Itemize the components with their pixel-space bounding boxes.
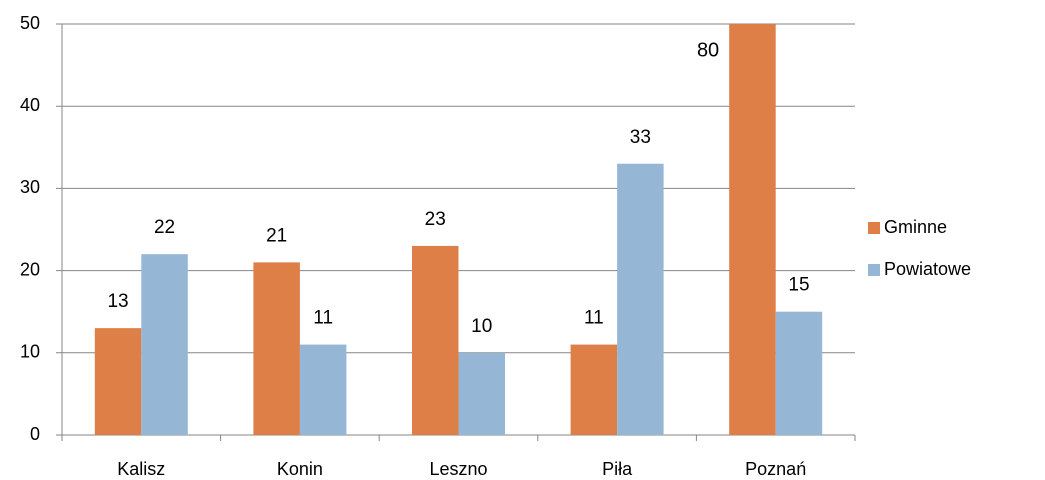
data-label: 33 (630, 127, 651, 148)
data-label: 10 (471, 316, 492, 337)
data-label: 11 (584, 308, 604, 329)
legend-swatch (868, 264, 880, 276)
bar (775, 311, 823, 435)
data-label: 21 (266, 225, 287, 246)
data-label: 80 (697, 39, 719, 61)
bar (458, 352, 505, 435)
bar (253, 262, 300, 435)
data-label: 23 (425, 209, 446, 230)
data-label: 22 (154, 217, 175, 238)
data-label: 15 (788, 275, 809, 296)
x-tick-label: Leszno (429, 459, 487, 479)
bar (617, 163, 664, 436)
x-tick-label: Konin (277, 459, 323, 479)
x-tick-label: Piła (602, 459, 633, 479)
data-label: 13 (107, 291, 128, 312)
legend-label: Powiatowe (884, 259, 971, 279)
legend-label: Gminne (884, 217, 947, 237)
data-label: 11 (313, 308, 333, 329)
y-tick-label: 10 (20, 342, 40, 362)
bar (94, 328, 142, 435)
y-tick-label: 50 (20, 13, 40, 33)
bar (729, 24, 776, 435)
y-tick-label: 0 (30, 424, 40, 444)
bar (412, 245, 459, 435)
x-tick-label: Poznań (745, 459, 806, 479)
y-tick-label: 30 (20, 177, 40, 197)
bar (570, 344, 618, 435)
x-tick-label: Kalisz (117, 459, 165, 479)
bars (94, 24, 823, 436)
legend-swatch (868, 222, 880, 234)
bar (299, 344, 347, 435)
bar (141, 254, 188, 435)
y-tick-label: 40 (20, 95, 40, 115)
y-tick-label: 20 (20, 259, 40, 279)
